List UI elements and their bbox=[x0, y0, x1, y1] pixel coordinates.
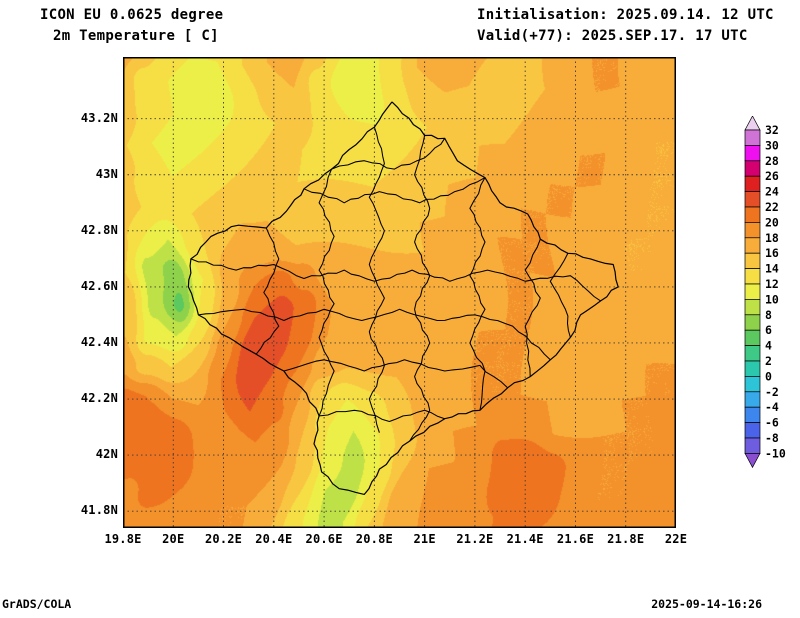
y-tick-label: 43.2N bbox=[80, 110, 118, 125]
municipality-boundary-path bbox=[255, 227, 280, 355]
colorbar-segment bbox=[744, 283, 761, 300]
colorbar-segment bbox=[744, 129, 761, 146]
colorbar-segment bbox=[744, 437, 761, 454]
y-tick-label: 43N bbox=[95, 166, 118, 181]
x-tick-label: 22E bbox=[664, 532, 688, 546]
footer-timestamp: 2025-09-14-16:26 bbox=[651, 597, 762, 611]
colorbar-tick-label: 0 bbox=[765, 369, 772, 383]
colorbar-segment bbox=[744, 175, 761, 192]
colorbar-segment bbox=[744, 299, 761, 316]
colorbar-segment bbox=[744, 237, 761, 254]
x-tick-label: 20.6E bbox=[305, 532, 343, 546]
y-tick-label: 42N bbox=[95, 447, 118, 462]
colorbar-tick-label: 22 bbox=[765, 200, 779, 214]
colorbar: 32 30 28 26 24 22 20 18 16 14 12 10 8 6 4 2 0 -2 -4 -6 -8 -10 bbox=[743, 115, 798, 474]
x-tick-label: 20.4E bbox=[255, 532, 293, 546]
footer-grads-credit: GrADS/COLA bbox=[2, 597, 72, 611]
municipality-boundary-path bbox=[303, 177, 486, 204]
municipality-boundary-path bbox=[524, 239, 541, 377]
colorbar-segment bbox=[744, 191, 761, 208]
x-tick-label: 20.8E bbox=[355, 532, 393, 546]
colorbar-tick-label: 6 bbox=[765, 323, 772, 337]
municipality-boundary-path bbox=[318, 168, 335, 417]
colorbar-tick-label: 30 bbox=[765, 138, 779, 152]
header-valid-time: Valid(+77): 2025.SEP.17. 17 UTC bbox=[477, 28, 748, 44]
colorbar-segment bbox=[744, 422, 761, 439]
y-tick-label: 42.4N bbox=[80, 334, 118, 349]
colorbar-segment bbox=[744, 252, 761, 269]
colorbar-tick-label: 18 bbox=[765, 231, 779, 245]
y-tick-label: 42.6N bbox=[80, 278, 118, 293]
header-variable-title: 2m Temperature [ C] bbox=[53, 28, 219, 44]
x-tick-label: 21E bbox=[413, 532, 436, 546]
colorbar-segment bbox=[744, 145, 761, 162]
colorbar-tick-label: 14 bbox=[765, 262, 779, 276]
colorbar-segment bbox=[744, 206, 761, 223]
x-tick-label: 20.2E bbox=[204, 532, 243, 546]
colorbar-tick-label: -10 bbox=[765, 446, 786, 460]
colorbar-tick-label: 24 bbox=[765, 185, 779, 199]
map-overlay-svg bbox=[123, 57, 676, 528]
colorbar-segment bbox=[744, 329, 761, 346]
map-plot-area bbox=[123, 57, 676, 528]
x-tick-label: 21.2E bbox=[456, 532, 494, 546]
municipality-boundary-path bbox=[198, 308, 551, 361]
header-model-title: ICON EU 0.0625 degree bbox=[40, 7, 224, 23]
colorbar-segment bbox=[744, 406, 761, 423]
colorbar-tick-label: 2 bbox=[765, 354, 772, 368]
municipality-boundary-path bbox=[319, 409, 445, 423]
x-tick-label: 19.8E bbox=[104, 532, 142, 546]
municipality-boundary-path bbox=[368, 126, 385, 433]
colorbar-tick-label: -6 bbox=[765, 416, 779, 430]
colorbar-tick-label: -2 bbox=[765, 385, 779, 399]
map-frame bbox=[123, 57, 676, 528]
colorbar-segment bbox=[744, 360, 761, 377]
colorbar-tick-label: -4 bbox=[765, 400, 779, 414]
colorbar-tick-label: 10 bbox=[765, 292, 779, 306]
y-tick-label: 41.8N bbox=[80, 503, 118, 518]
colorbar-segment bbox=[744, 160, 761, 177]
y-tick-label: 42.2N bbox=[80, 391, 118, 406]
y-tick-label: 42.8N bbox=[80, 222, 118, 237]
colorbar-tick-label: 16 bbox=[765, 246, 779, 260]
colorbar-tick-label: 12 bbox=[765, 277, 779, 291]
municipality-boundary-path bbox=[469, 177, 486, 411]
colorbar-arrow-top bbox=[744, 115, 761, 131]
x-tick-label: 21.6E bbox=[556, 532, 595, 546]
colorbar-segment bbox=[744, 391, 761, 408]
colorbar-tick-label: 4 bbox=[765, 339, 772, 353]
municipality-boundary-path bbox=[409, 135, 431, 442]
colorbar-segment bbox=[744, 376, 761, 393]
colorbar-segment bbox=[744, 268, 761, 285]
colorbar-tick-label: 8 bbox=[765, 308, 772, 322]
colorbar-tick-label: 26 bbox=[765, 169, 779, 183]
municipality-boundary-path bbox=[190, 258, 601, 302]
colorbar-tick-label: -8 bbox=[765, 431, 779, 445]
x-tick-label: 21.4E bbox=[506, 532, 544, 546]
country-boundary-path bbox=[187, 101, 619, 495]
colorbar-arrow-bottom bbox=[744, 453, 761, 469]
colorbar-tick-label: 28 bbox=[765, 154, 779, 168]
colorbar-segment bbox=[744, 345, 761, 362]
x-tick-label: 21.8E bbox=[607, 532, 645, 546]
colorbar-tick-label: 20 bbox=[765, 215, 779, 229]
municipality-boundary-path bbox=[549, 253, 571, 338]
header-init-time: Initialisation: 2025.09.14. 12 UTC bbox=[477, 7, 774, 23]
x-tick-label: 20E bbox=[162, 532, 185, 546]
municipality-boundary-path bbox=[331, 138, 446, 170]
colorbar-tick-label: 32 bbox=[765, 123, 779, 137]
colorbar-segment bbox=[744, 222, 761, 239]
municipality-boundary-path bbox=[283, 359, 508, 389]
colorbar-segment bbox=[744, 314, 761, 331]
